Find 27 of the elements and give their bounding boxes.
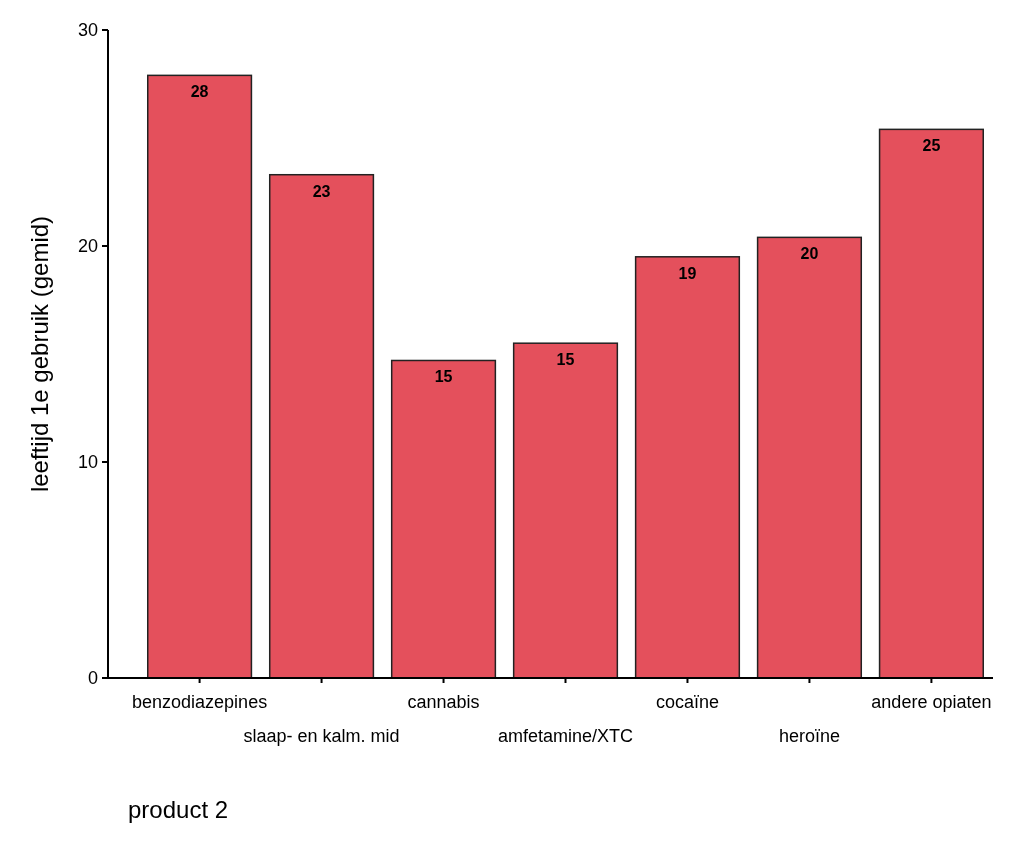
data-label: 23 bbox=[312, 182, 331, 200]
data-label: 20 bbox=[800, 245, 819, 263]
bar bbox=[268, 173, 375, 679]
y-tick-label: 10 bbox=[77, 452, 98, 473]
y-tick-label: 0 bbox=[87, 668, 98, 689]
data-label: 25 bbox=[922, 137, 941, 155]
bar bbox=[756, 236, 863, 679]
y-axis-title: leeftijd 1e gebruik (gemid) bbox=[26, 215, 53, 493]
bar bbox=[634, 256, 741, 679]
y-tick-label: 30 bbox=[77, 20, 98, 41]
x-tick-label: slaap- en kalm. mid bbox=[243, 726, 400, 746]
bar bbox=[390, 359, 497, 679]
data-label: 19 bbox=[678, 264, 697, 282]
bar bbox=[878, 128, 984, 679]
y-tick-label: 20 bbox=[77, 236, 98, 257]
x-tick-label: heroïne bbox=[778, 726, 840, 746]
x-tick-label: andere opiaten bbox=[871, 692, 992, 712]
x-tick-label: benzodiazepines bbox=[132, 692, 268, 712]
x-tick-label: amfetamine/XTC bbox=[497, 726, 634, 746]
data-label: 28 bbox=[190, 83, 209, 101]
x-tick-label: cannabis bbox=[407, 692, 480, 712]
bar bbox=[147, 74, 253, 679]
bar bbox=[512, 342, 619, 679]
data-label: 15 bbox=[434, 368, 453, 386]
x-tick-label: cocaïne bbox=[655, 692, 719, 712]
x-axis-title: product 2 bbox=[128, 796, 229, 823]
data-label: 15 bbox=[556, 351, 575, 369]
